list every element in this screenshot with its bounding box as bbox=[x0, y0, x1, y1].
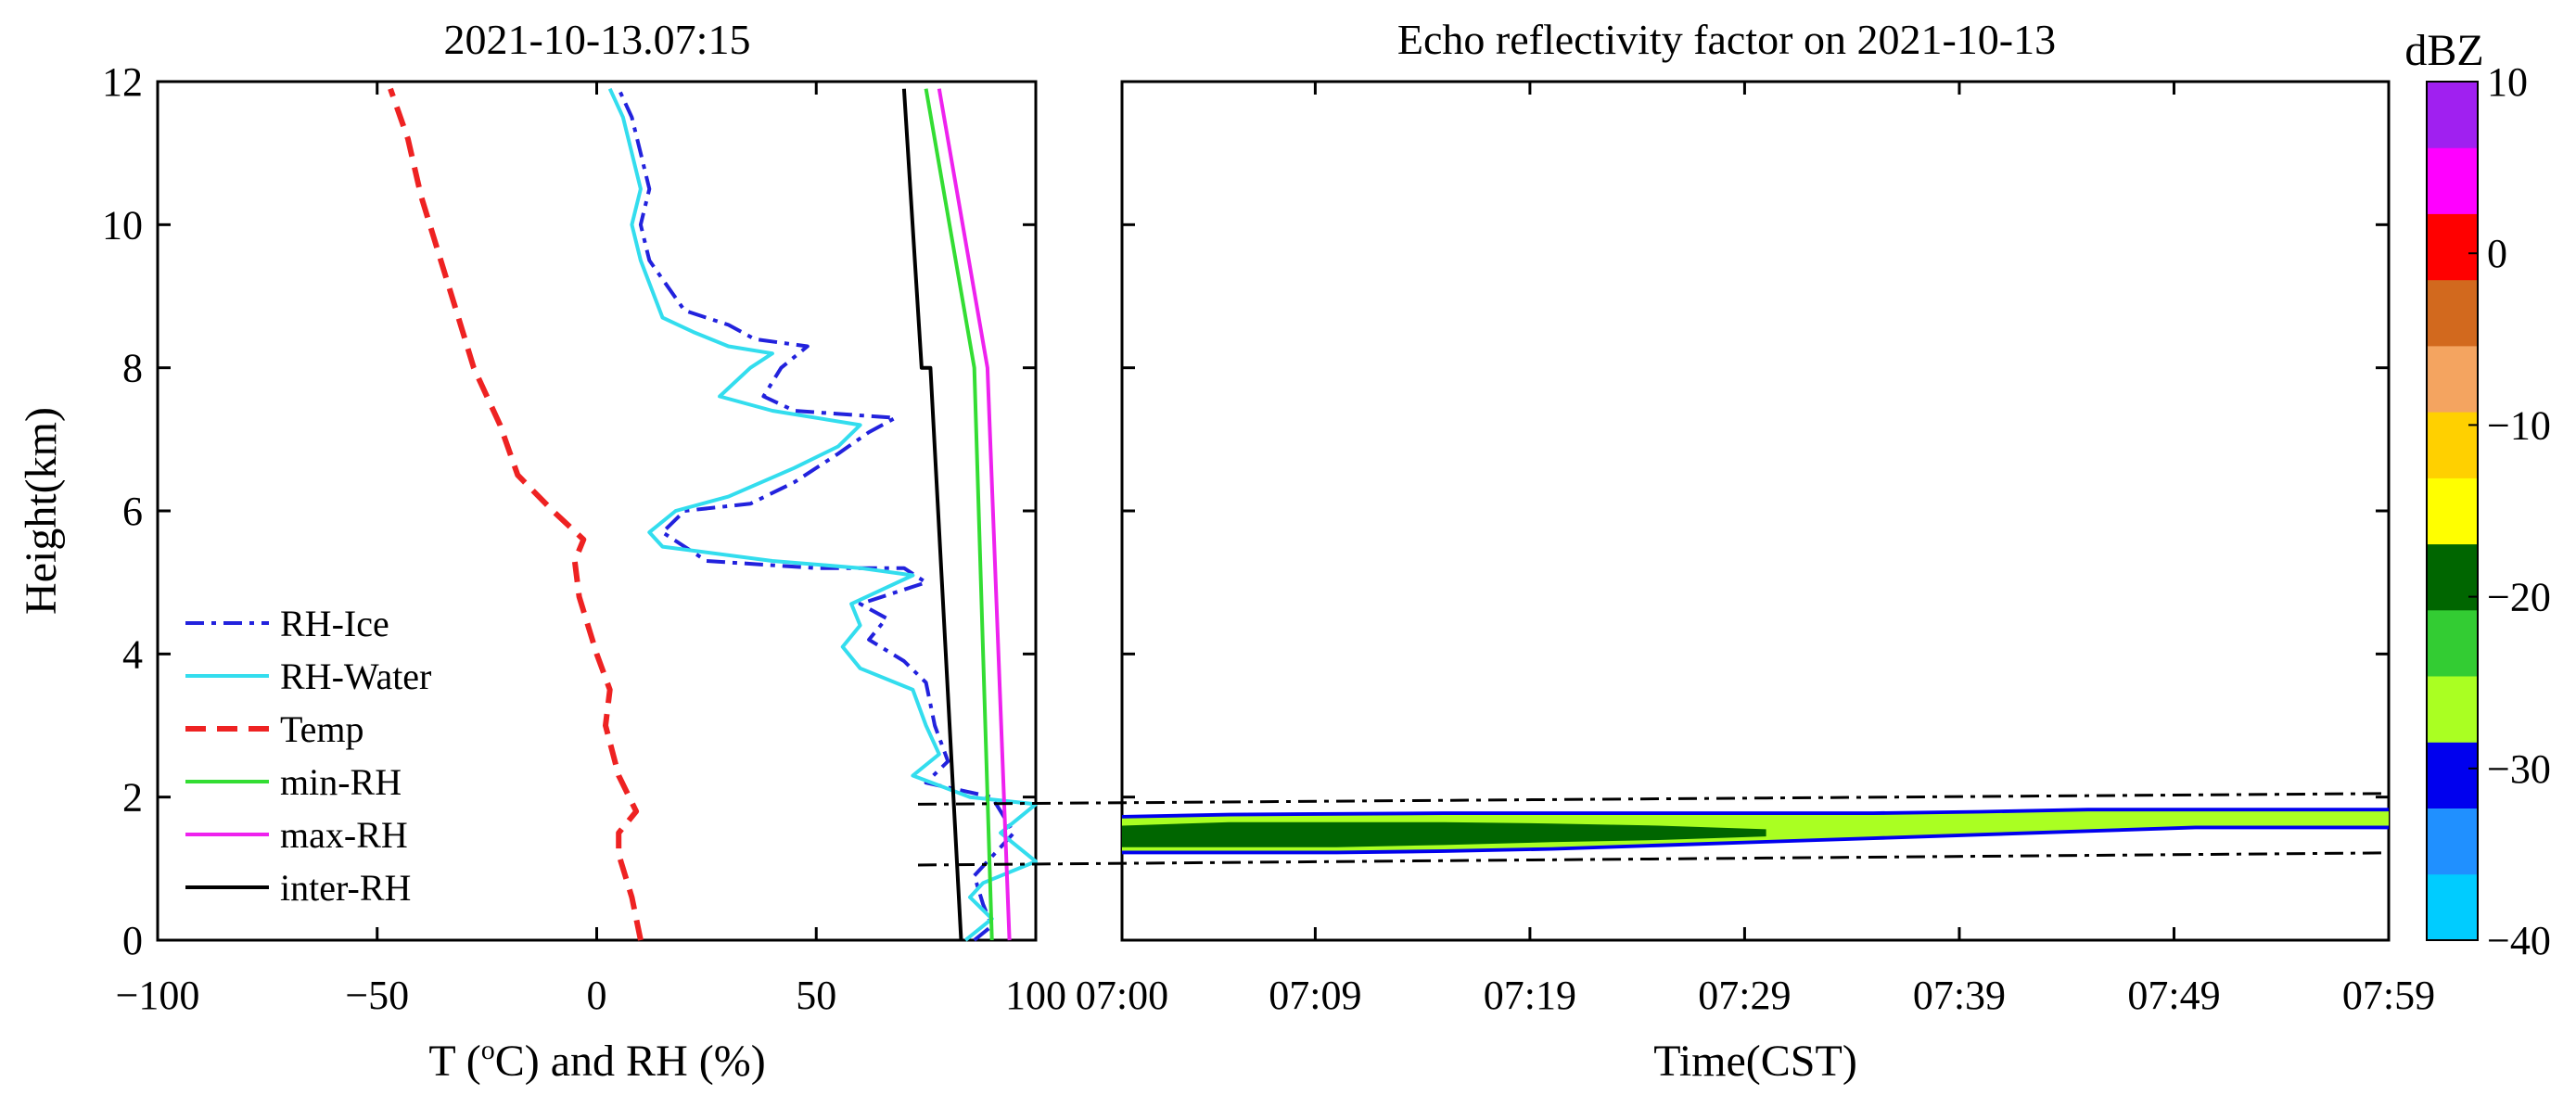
legend-label-rh-ice: RH-Ice bbox=[280, 603, 389, 644]
colorbar-tick-label: −40 bbox=[2487, 918, 2551, 963]
profile-x-tick-label: 100 bbox=[1005, 973, 1066, 1018]
profile-y-tick-label: 6 bbox=[122, 489, 143, 534]
reflectivity-x-tick-label: 07:09 bbox=[1269, 973, 1361, 1018]
colorbar-tick-label: 0 bbox=[2487, 231, 2507, 276]
colorbar-swatch bbox=[2427, 477, 2478, 545]
profile-title: 2021-10-13.07:15 bbox=[444, 16, 751, 63]
profile-series bbox=[388, 87, 1038, 942]
colorbar-tick-label: −30 bbox=[2487, 746, 2551, 792]
reflectivity-x-label: Time(CST) bbox=[1653, 1037, 1857, 1086]
profile-frame bbox=[156, 80, 1038, 942]
colorbar-swatch bbox=[2427, 808, 2478, 875]
reflectivity-x-tick-label: 07:49 bbox=[2127, 973, 2220, 1018]
reference-lines bbox=[917, 792, 2390, 867]
colorbar-label: dBZ bbox=[2404, 26, 2483, 75]
profile-y-tick-label: 10 bbox=[102, 202, 143, 248]
legend-label-min-rh: min-RH bbox=[280, 761, 402, 803]
colorbar-swatch bbox=[2427, 609, 2478, 677]
reflectivity-x-tick-label: 07:00 bbox=[1076, 973, 1168, 1018]
colorbar-swatch bbox=[2427, 147, 2478, 214]
colorbar-frame bbox=[2426, 81, 2479, 941]
profile-x-tick-label: −50 bbox=[345, 973, 409, 1018]
reference-line-2 bbox=[917, 851, 2390, 867]
series-line-temp bbox=[388, 87, 644, 941]
legend-label-max-rh: max-RH bbox=[280, 814, 408, 856]
profile-x-label: T (oC) and RH (%) bbox=[428, 1035, 765, 1086]
reflectivity-x-tick-label: 07:19 bbox=[1484, 973, 1576, 1018]
reflectivity-y-ticks bbox=[1122, 80, 2389, 942]
profile-x-tick-label: 50 bbox=[796, 973, 836, 1018]
colorbar-tick-label: −10 bbox=[2487, 402, 2551, 448]
colorbar: dBZ 10 0 −10 −20 −30 −40 bbox=[2404, 26, 2551, 963]
series-line-rh-ice bbox=[617, 87, 1016, 942]
profile-y-label: Height(km) bbox=[17, 407, 66, 615]
profile-y-tick-label: 4 bbox=[122, 631, 143, 677]
colorbar-tick-label: −20 bbox=[2487, 575, 2551, 620]
profile-y-tick-label: 0 bbox=[122, 918, 143, 963]
series-line-max-rh bbox=[937, 88, 1012, 941]
profile-x-ticks: −100 −50 0 50 100 bbox=[116, 82, 1066, 1018]
colorbar-swatch bbox=[2427, 345, 2478, 413]
reflectivity-x-ticks: 07:00 07:09 07:19 07:29 07:39 07:49 07:59 bbox=[1076, 82, 2435, 1018]
reflectivity-x-tick-label: 07:59 bbox=[2342, 973, 2435, 1018]
legend-label-inter-rh: inter-RH bbox=[280, 867, 411, 909]
profile-y-tick-label: 2 bbox=[122, 775, 143, 821]
colorbar-swatch bbox=[2427, 412, 2478, 478]
colorbar-swatch bbox=[2427, 82, 2478, 148]
colorbar-swatches bbox=[2427, 82, 2478, 941]
reflectivity-panel: Echo reflectivity factor on 2021-10-13 0… bbox=[1076, 16, 2435, 1086]
colorbar-swatch bbox=[2427, 742, 2478, 809]
echo-layer-core bbox=[1122, 821, 1766, 847]
colorbar-swatch bbox=[2427, 676, 2478, 743]
profile-y-ticks: 0 2 4 6 8 10 12 bbox=[102, 59, 1036, 963]
legend: RH-Ice RH-Water Temp min-RH max-RH inter-RH bbox=[185, 603, 431, 909]
legend-label-temp: Temp bbox=[280, 708, 364, 750]
reflectivity-title: Echo reflectivity factor on 2021-10-13 bbox=[1397, 16, 2056, 63]
colorbar-tick-label: 10 bbox=[2487, 59, 2528, 105]
colorbar-swatch bbox=[2427, 543, 2478, 611]
profile-y-tick-label: 12 bbox=[102, 59, 143, 105]
series-line-inter-rh bbox=[901, 88, 963, 941]
profile-x-tick-label: 0 bbox=[587, 973, 607, 1018]
colorbar-ticks: 10 0 −10 −20 −30 −40 bbox=[2468, 59, 2551, 963]
legend-label-rh-water: RH-Water bbox=[280, 656, 431, 697]
reflectivity-field bbox=[1122, 808, 2389, 855]
series-line-rh-water bbox=[607, 87, 1038, 942]
series-line-min-rh bbox=[924, 88, 994, 941]
profile-x-tick-label: −100 bbox=[116, 973, 200, 1018]
reference-line-1 bbox=[917, 792, 2390, 806]
profile-panel: 2021-10-13.07:15 −100 −50 0 50 100 0 2 4 6 8 10 12… bbox=[17, 16, 1066, 1086]
colorbar-swatch bbox=[2427, 873, 2478, 941]
profile-y-tick-label: 8 bbox=[122, 346, 143, 391]
colorbar-swatch bbox=[2427, 213, 2478, 281]
colorbar-swatch bbox=[2427, 279, 2478, 347]
reflectivity-x-tick-label: 07:29 bbox=[1698, 973, 1791, 1018]
reflectivity-x-tick-label: 07:39 bbox=[1913, 973, 2006, 1018]
